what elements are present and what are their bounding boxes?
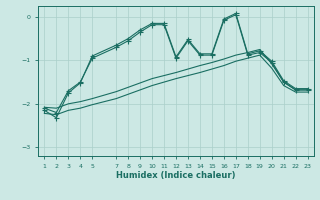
X-axis label: Humidex (Indice chaleur): Humidex (Indice chaleur) <box>116 171 236 180</box>
